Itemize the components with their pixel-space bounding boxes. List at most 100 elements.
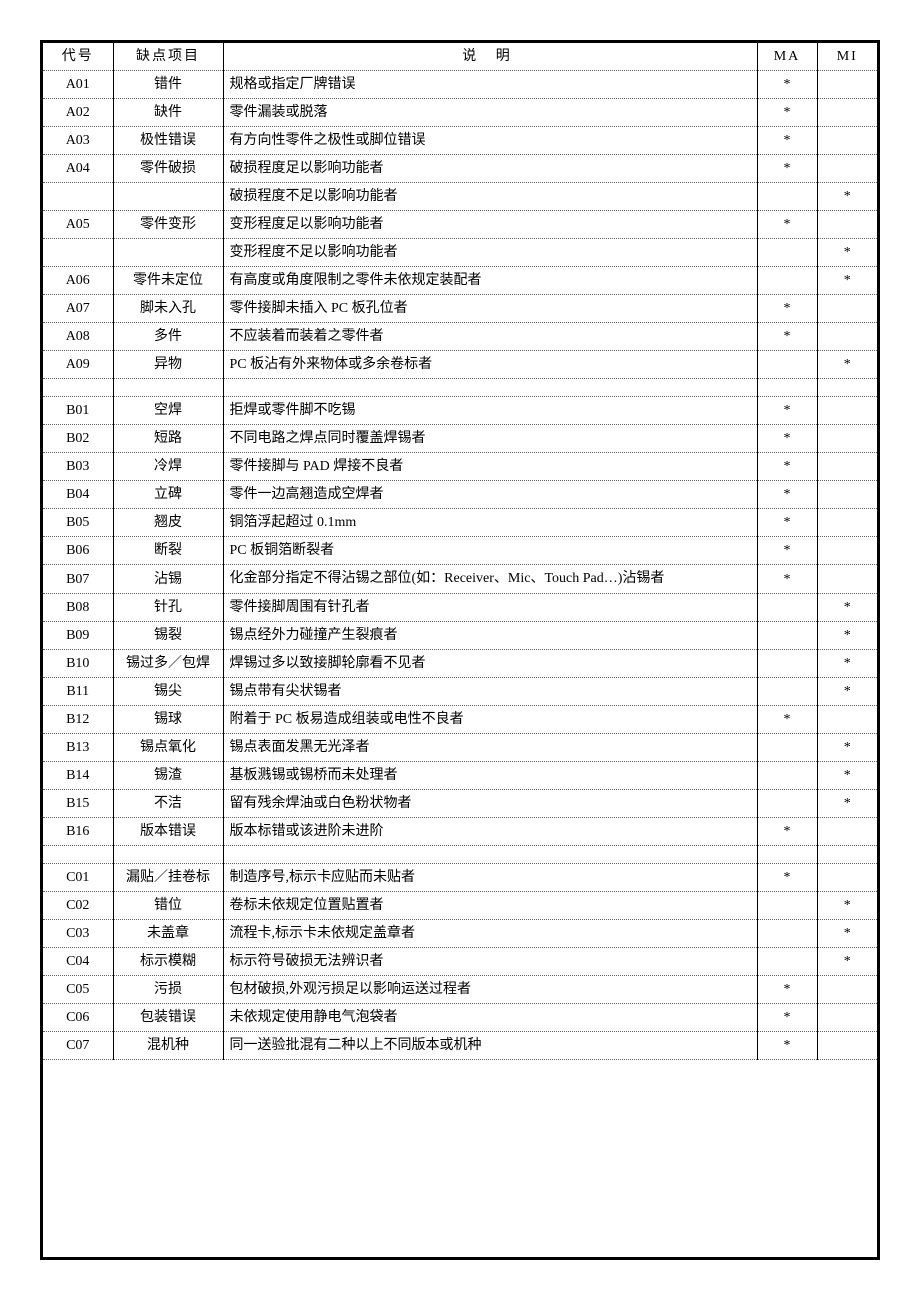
cell-item: 断裂 — [113, 537, 223, 565]
header-code: 代号 — [43, 43, 113, 71]
cell-item: 锡过多／包焊 — [113, 650, 223, 678]
cell-item: 标示模糊 — [113, 948, 223, 976]
cell-desc: 有方向性零件之极性或脚位错误 — [223, 127, 757, 155]
cell-desc: 拒焊或零件脚不吃锡 — [223, 397, 757, 425]
table-row: C01漏贴／挂卷标制造序号,标示卡应贴而未贴者* — [43, 864, 877, 892]
cell-code: A09 — [43, 351, 113, 379]
cell-mi: * — [817, 622, 877, 650]
cell-item — [113, 183, 223, 211]
table-row: A08多件不应装着而装着之零件者* — [43, 323, 877, 351]
cell-ma: * — [757, 295, 817, 323]
cell-desc: PC 板铜箔断裂者 — [223, 537, 757, 565]
cell-desc: 版本标错或该进阶未进阶 — [223, 818, 757, 846]
cell-ma: * — [757, 453, 817, 481]
cell-desc: 化金部分指定不得沾锡之部位(如：Receiver、Mic、Touch Pad…)… — [223, 565, 757, 594]
cell-ma — [757, 734, 817, 762]
table-row: B02短路不同电路之焊点同时覆盖焊锡者* — [43, 425, 877, 453]
cell-ma — [757, 267, 817, 295]
cell-code: A03 — [43, 127, 113, 155]
spacer-cell — [43, 379, 113, 397]
table-row: C03未盖章流程卡,标示卡未依规定盖章者* — [43, 920, 877, 948]
header-mi: MI — [817, 43, 877, 71]
cell-ma — [757, 892, 817, 920]
cell-code: B12 — [43, 706, 113, 734]
cell-ma: * — [757, 397, 817, 425]
cell-code: B14 — [43, 762, 113, 790]
table-row — [43, 379, 877, 397]
cell-item: 零件变形 — [113, 211, 223, 239]
cell-desc: 不同电路之焊点同时覆盖焊锡者 — [223, 425, 757, 453]
cell-code: B08 — [43, 594, 113, 622]
table-row: B11锡尖锡点带有尖状锡者* — [43, 678, 877, 706]
cell-mi — [817, 127, 877, 155]
table-row: B09锡裂锡点经外力碰撞产生裂痕者* — [43, 622, 877, 650]
defect-table: 代号 缺点项目 说 明 MA MI A01错件规格或指定厂牌错误*A02缺件零件… — [43, 43, 877, 1060]
cell-ma: * — [757, 127, 817, 155]
cell-code — [43, 183, 113, 211]
cell-code: A08 — [43, 323, 113, 351]
cell-ma: * — [757, 71, 817, 99]
cell-desc: 锡点经外力碰撞产生裂痕者 — [223, 622, 757, 650]
cell-desc: 标示符号破损无法辨识者 — [223, 948, 757, 976]
cell-code: B04 — [43, 481, 113, 509]
cell-ma — [757, 920, 817, 948]
cell-mi: * — [817, 183, 877, 211]
cell-desc: 零件接脚未插入 PC 板孔位者 — [223, 295, 757, 323]
cell-mi: * — [817, 948, 877, 976]
cell-code: B06 — [43, 537, 113, 565]
cell-ma: * — [757, 706, 817, 734]
table-row: B08针孔零件接脚周围有针孔者* — [43, 594, 877, 622]
cell-mi — [817, 706, 877, 734]
cell-item: 版本错误 — [113, 818, 223, 846]
cell-mi — [817, 425, 877, 453]
cell-mi — [817, 323, 877, 351]
cell-ma: * — [757, 537, 817, 565]
cell-desc: 卷标未依规定位置贴置者 — [223, 892, 757, 920]
cell-ma: * — [757, 1004, 817, 1032]
table-row: B03冷焊零件接脚与 PAD 焊接不良者* — [43, 453, 877, 481]
cell-code: A04 — [43, 155, 113, 183]
cell-code — [43, 239, 113, 267]
cell-code: C04 — [43, 948, 113, 976]
cell-mi: * — [817, 734, 877, 762]
cell-mi — [817, 509, 877, 537]
header-ma: MA — [757, 43, 817, 71]
table-row: B07沾锡化金部分指定不得沾锡之部位(如：Receiver、Mic、Touch … — [43, 565, 877, 594]
cell-code: C05 — [43, 976, 113, 1004]
cell-desc: 制造序号,标示卡应贴而未贴者 — [223, 864, 757, 892]
cell-item: 锡裂 — [113, 622, 223, 650]
cell-code: B01 — [43, 397, 113, 425]
table-row: C06包装错误未依规定使用静电气泡袋者* — [43, 1004, 877, 1032]
cell-ma: * — [757, 425, 817, 453]
cell-desc: 基板溅锡或锡桥而未处理者 — [223, 762, 757, 790]
cell-mi — [817, 453, 877, 481]
cell-mi — [817, 211, 877, 239]
table-row: A01错件规格或指定厂牌错误* — [43, 71, 877, 99]
cell-mi — [817, 1032, 877, 1060]
cell-mi — [817, 976, 877, 1004]
spacer-cell — [757, 846, 817, 864]
table-row: C02错位卷标未依规定位置贴置者* — [43, 892, 877, 920]
cell-code: B13 — [43, 734, 113, 762]
cell-mi: * — [817, 239, 877, 267]
cell-mi — [817, 295, 877, 323]
cell-desc: 规格或指定厂牌错误 — [223, 71, 757, 99]
cell-desc: 零件接脚与 PAD 焊接不良者 — [223, 453, 757, 481]
cell-ma: * — [757, 323, 817, 351]
cell-mi: * — [817, 594, 877, 622]
cell-mi — [817, 1004, 877, 1032]
table-body: A01错件规格或指定厂牌错误*A02缺件零件漏装或脱落*A03极性错误有方向性零… — [43, 71, 877, 1060]
cell-code: B15 — [43, 790, 113, 818]
table-row — [43, 846, 877, 864]
spacer-cell — [223, 379, 757, 397]
cell-code: B07 — [43, 565, 113, 594]
cell-item: 未盖章 — [113, 920, 223, 948]
table-row: 变形程度不足以影响功能者* — [43, 239, 877, 267]
cell-desc: 不应装着而装着之零件者 — [223, 323, 757, 351]
cell-mi — [817, 481, 877, 509]
table-row: A06零件未定位有高度或角度限制之零件未依规定装配者* — [43, 267, 877, 295]
table-row: B12锡球附着于 PC 板易造成组装或电性不良者* — [43, 706, 877, 734]
cell-code: B02 — [43, 425, 113, 453]
cell-item: 错件 — [113, 71, 223, 99]
cell-desc: 同一送验批混有二种以上不同版本或机种 — [223, 1032, 757, 1060]
